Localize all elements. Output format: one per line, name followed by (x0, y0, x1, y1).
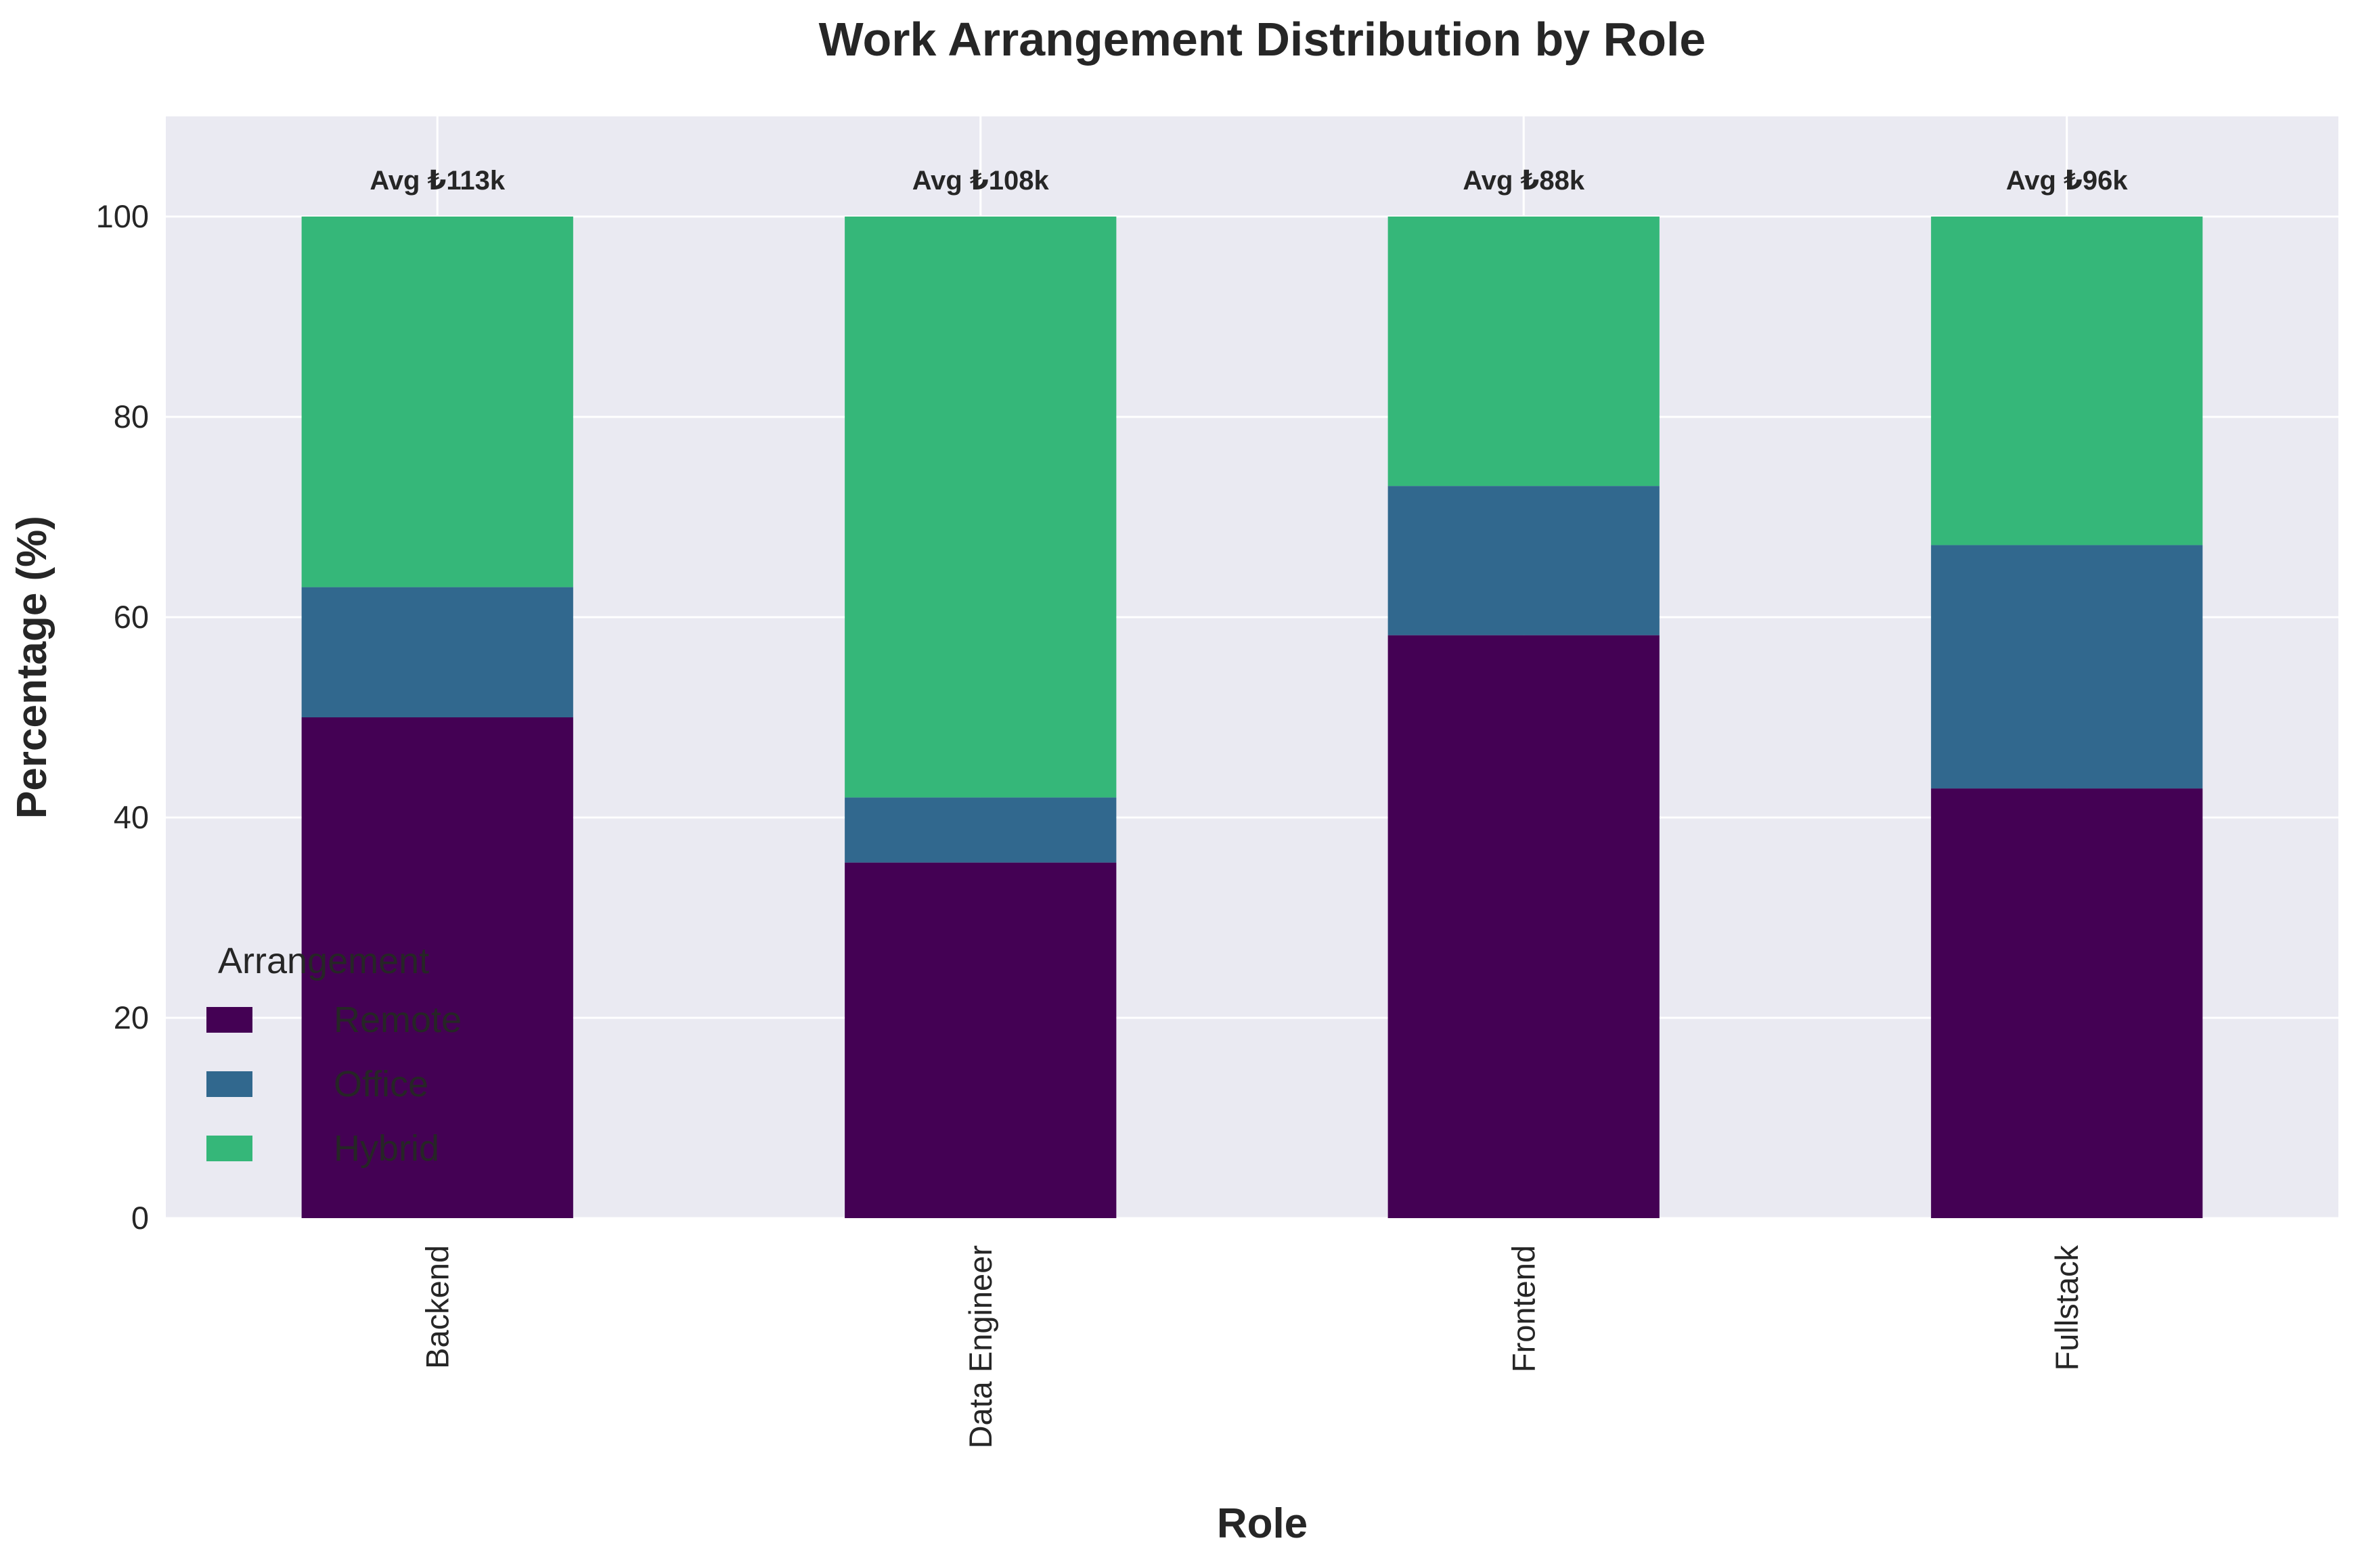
x-tick-label: Fullstack (2049, 1245, 2085, 1371)
bar-remote-backend (301, 717, 573, 1218)
avg-salary-label: Avg ₺113k (370, 166, 506, 196)
legend-label-remote: Remote (334, 1000, 462, 1040)
y-axis-label: Percentage (%) (9, 516, 55, 819)
y-tick-label: 0 (131, 1200, 149, 1236)
x-tick-label: Data Engineer (962, 1245, 998, 1448)
bar-annotations: Avg ₺113k Avg ₺108k Avg ₺88k Avg ₺96k (370, 166, 2128, 196)
y-tick-label: 100 (96, 198, 149, 234)
bar-hybrid-frontend (1387, 217, 1660, 487)
avg-salary-label: Avg ₺96k (2006, 166, 2129, 196)
avg-salary-label: Avg ₺108k (912, 166, 1050, 196)
x-tick-label: Backend (419, 1245, 455, 1369)
bar-remote-data-engineer (845, 862, 1117, 1218)
y-tick-label: 80 (114, 399, 149, 434)
y-tick-labels: 0 20 40 60 80 100 (96, 198, 149, 1236)
legend-title: Arrangement (218, 941, 429, 981)
y-tick-label: 40 (114, 799, 149, 835)
legend-swatch-remote (206, 1007, 252, 1033)
legend-swatch-office (206, 1071, 252, 1097)
bar-office-frontend (1387, 486, 1660, 635)
legend-label-office: Office (334, 1064, 428, 1104)
legend-swatch-hybrid (206, 1136, 252, 1161)
bar-remote-frontend (1387, 635, 1660, 1218)
bar-office-backend (301, 587, 573, 717)
legend-label-hybrid: Hybrid (334, 1128, 439, 1169)
bar-hybrid-backend (301, 217, 573, 587)
bar-office-data-engineer (845, 797, 1117, 863)
chart-title: Work Arrangement Distribution by Role (819, 13, 1706, 66)
y-tick-label: 60 (114, 599, 149, 635)
x-tick-labels: Backend Data Engineer Frontend Fullstack (419, 1245, 2085, 1449)
x-axis-label: Role (1217, 1500, 1308, 1547)
bar-hybrid-fullstack (1931, 217, 2203, 545)
x-tick-label: Frontend (1505, 1245, 1541, 1372)
legend: Arrangement Remote Office Hybrid (206, 941, 462, 1169)
bar-remote-fullstack (1931, 788, 2203, 1218)
avg-salary-label: Avg ₺88k (1463, 166, 1585, 196)
y-tick-label: 20 (114, 1000, 149, 1035)
bar-hybrid-data-engineer (845, 217, 1117, 798)
bars (301, 217, 2203, 1218)
bar-office-fullstack (1931, 545, 2203, 789)
